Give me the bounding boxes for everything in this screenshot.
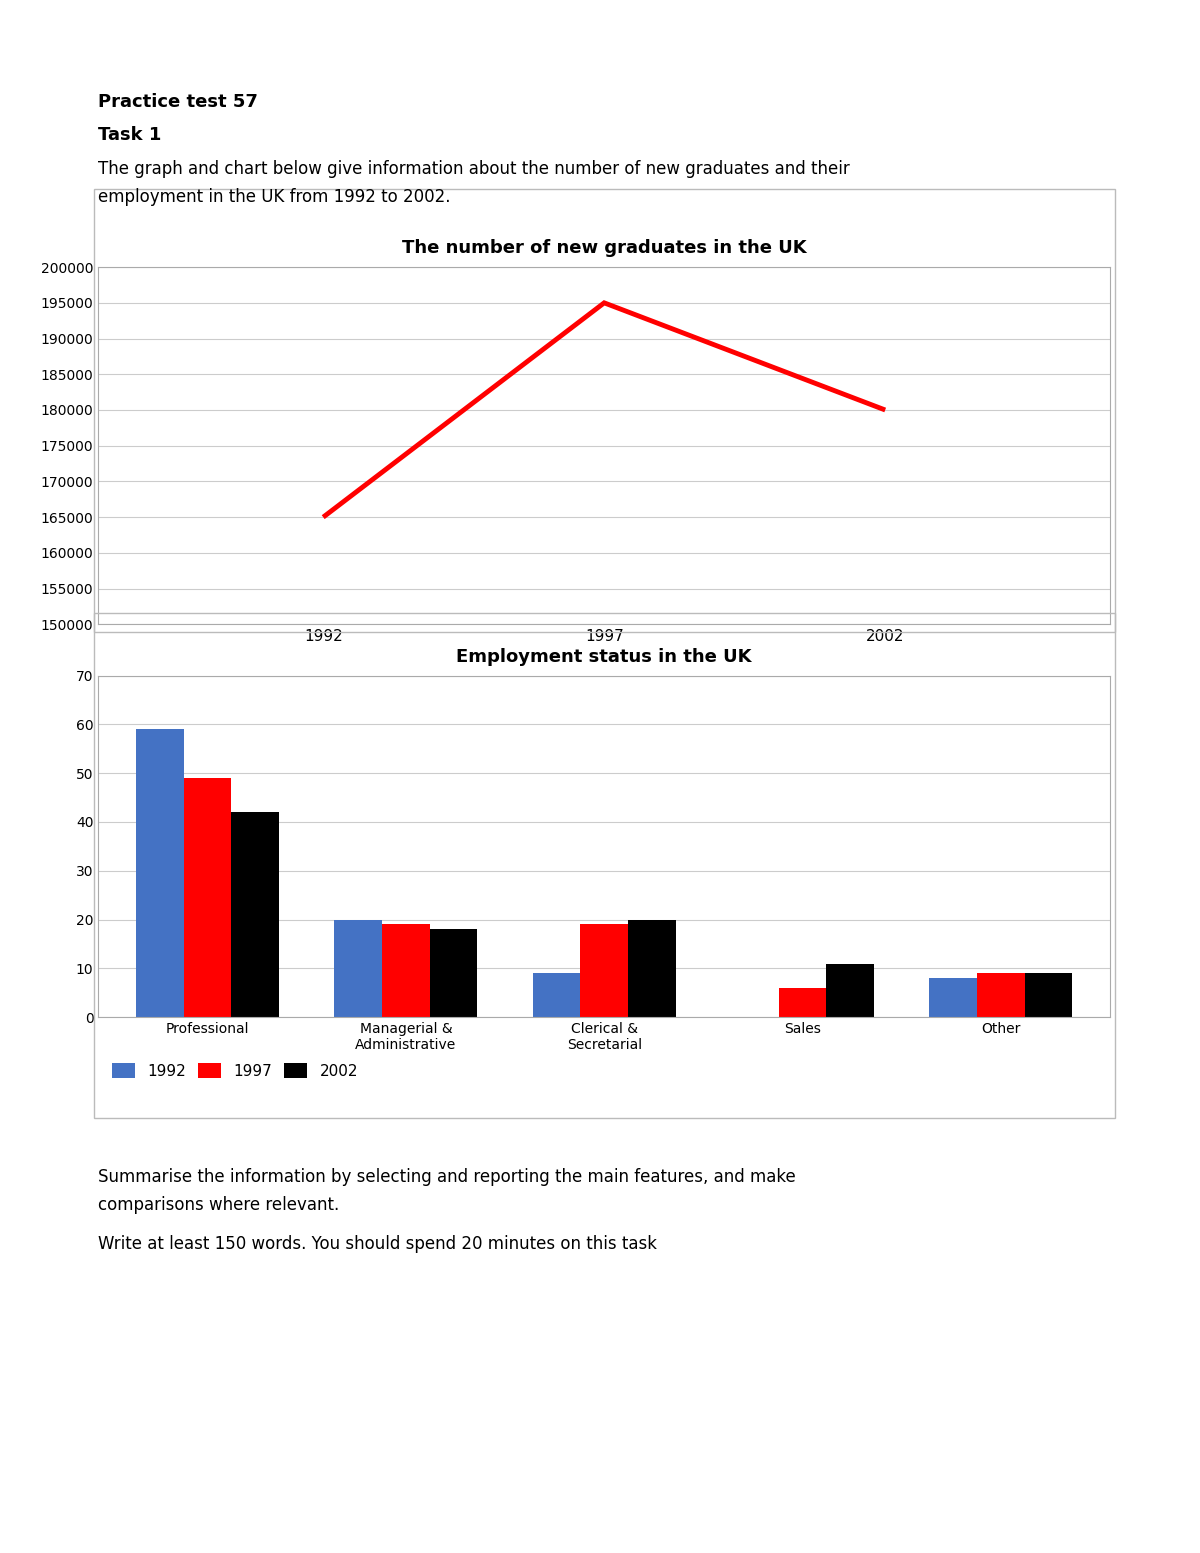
- Text: Task 1: Task 1: [98, 126, 162, 144]
- Title: Employment status in the UK: Employment status in the UK: [456, 648, 752, 666]
- Bar: [232, 812, 278, 1017]
- Bar: [930, 978, 977, 1017]
- Bar: [581, 924, 628, 1017]
- Bar: [533, 974, 581, 1017]
- Bar: [184, 778, 232, 1017]
- Bar: [628, 919, 676, 1017]
- Text: Write at least 150 words. You should spend 20 minutes on this task: Write at least 150 words. You should spe…: [98, 1235, 658, 1253]
- Bar: [136, 730, 184, 1017]
- Bar: [977, 974, 1025, 1017]
- Bar: [382, 924, 430, 1017]
- Bar: [779, 988, 827, 1017]
- Legend: 1992, 1997, 2002: 1992, 1997, 2002: [106, 1056, 364, 1084]
- Bar: [335, 919, 382, 1017]
- Text: The graph and chart below give information about the number of new graduates and: The graph and chart below give informati…: [98, 160, 850, 205]
- Text: Practice test 57: Practice test 57: [98, 93, 258, 112]
- Text: Summarise the information by selecting and reporting the main features, and make: Summarise the information by selecting a…: [98, 1168, 796, 1213]
- Bar: [430, 929, 478, 1017]
- Bar: [827, 963, 874, 1017]
- Bar: [1025, 974, 1073, 1017]
- Title: The number of new graduates in the UK: The number of new graduates in the UK: [402, 239, 806, 258]
